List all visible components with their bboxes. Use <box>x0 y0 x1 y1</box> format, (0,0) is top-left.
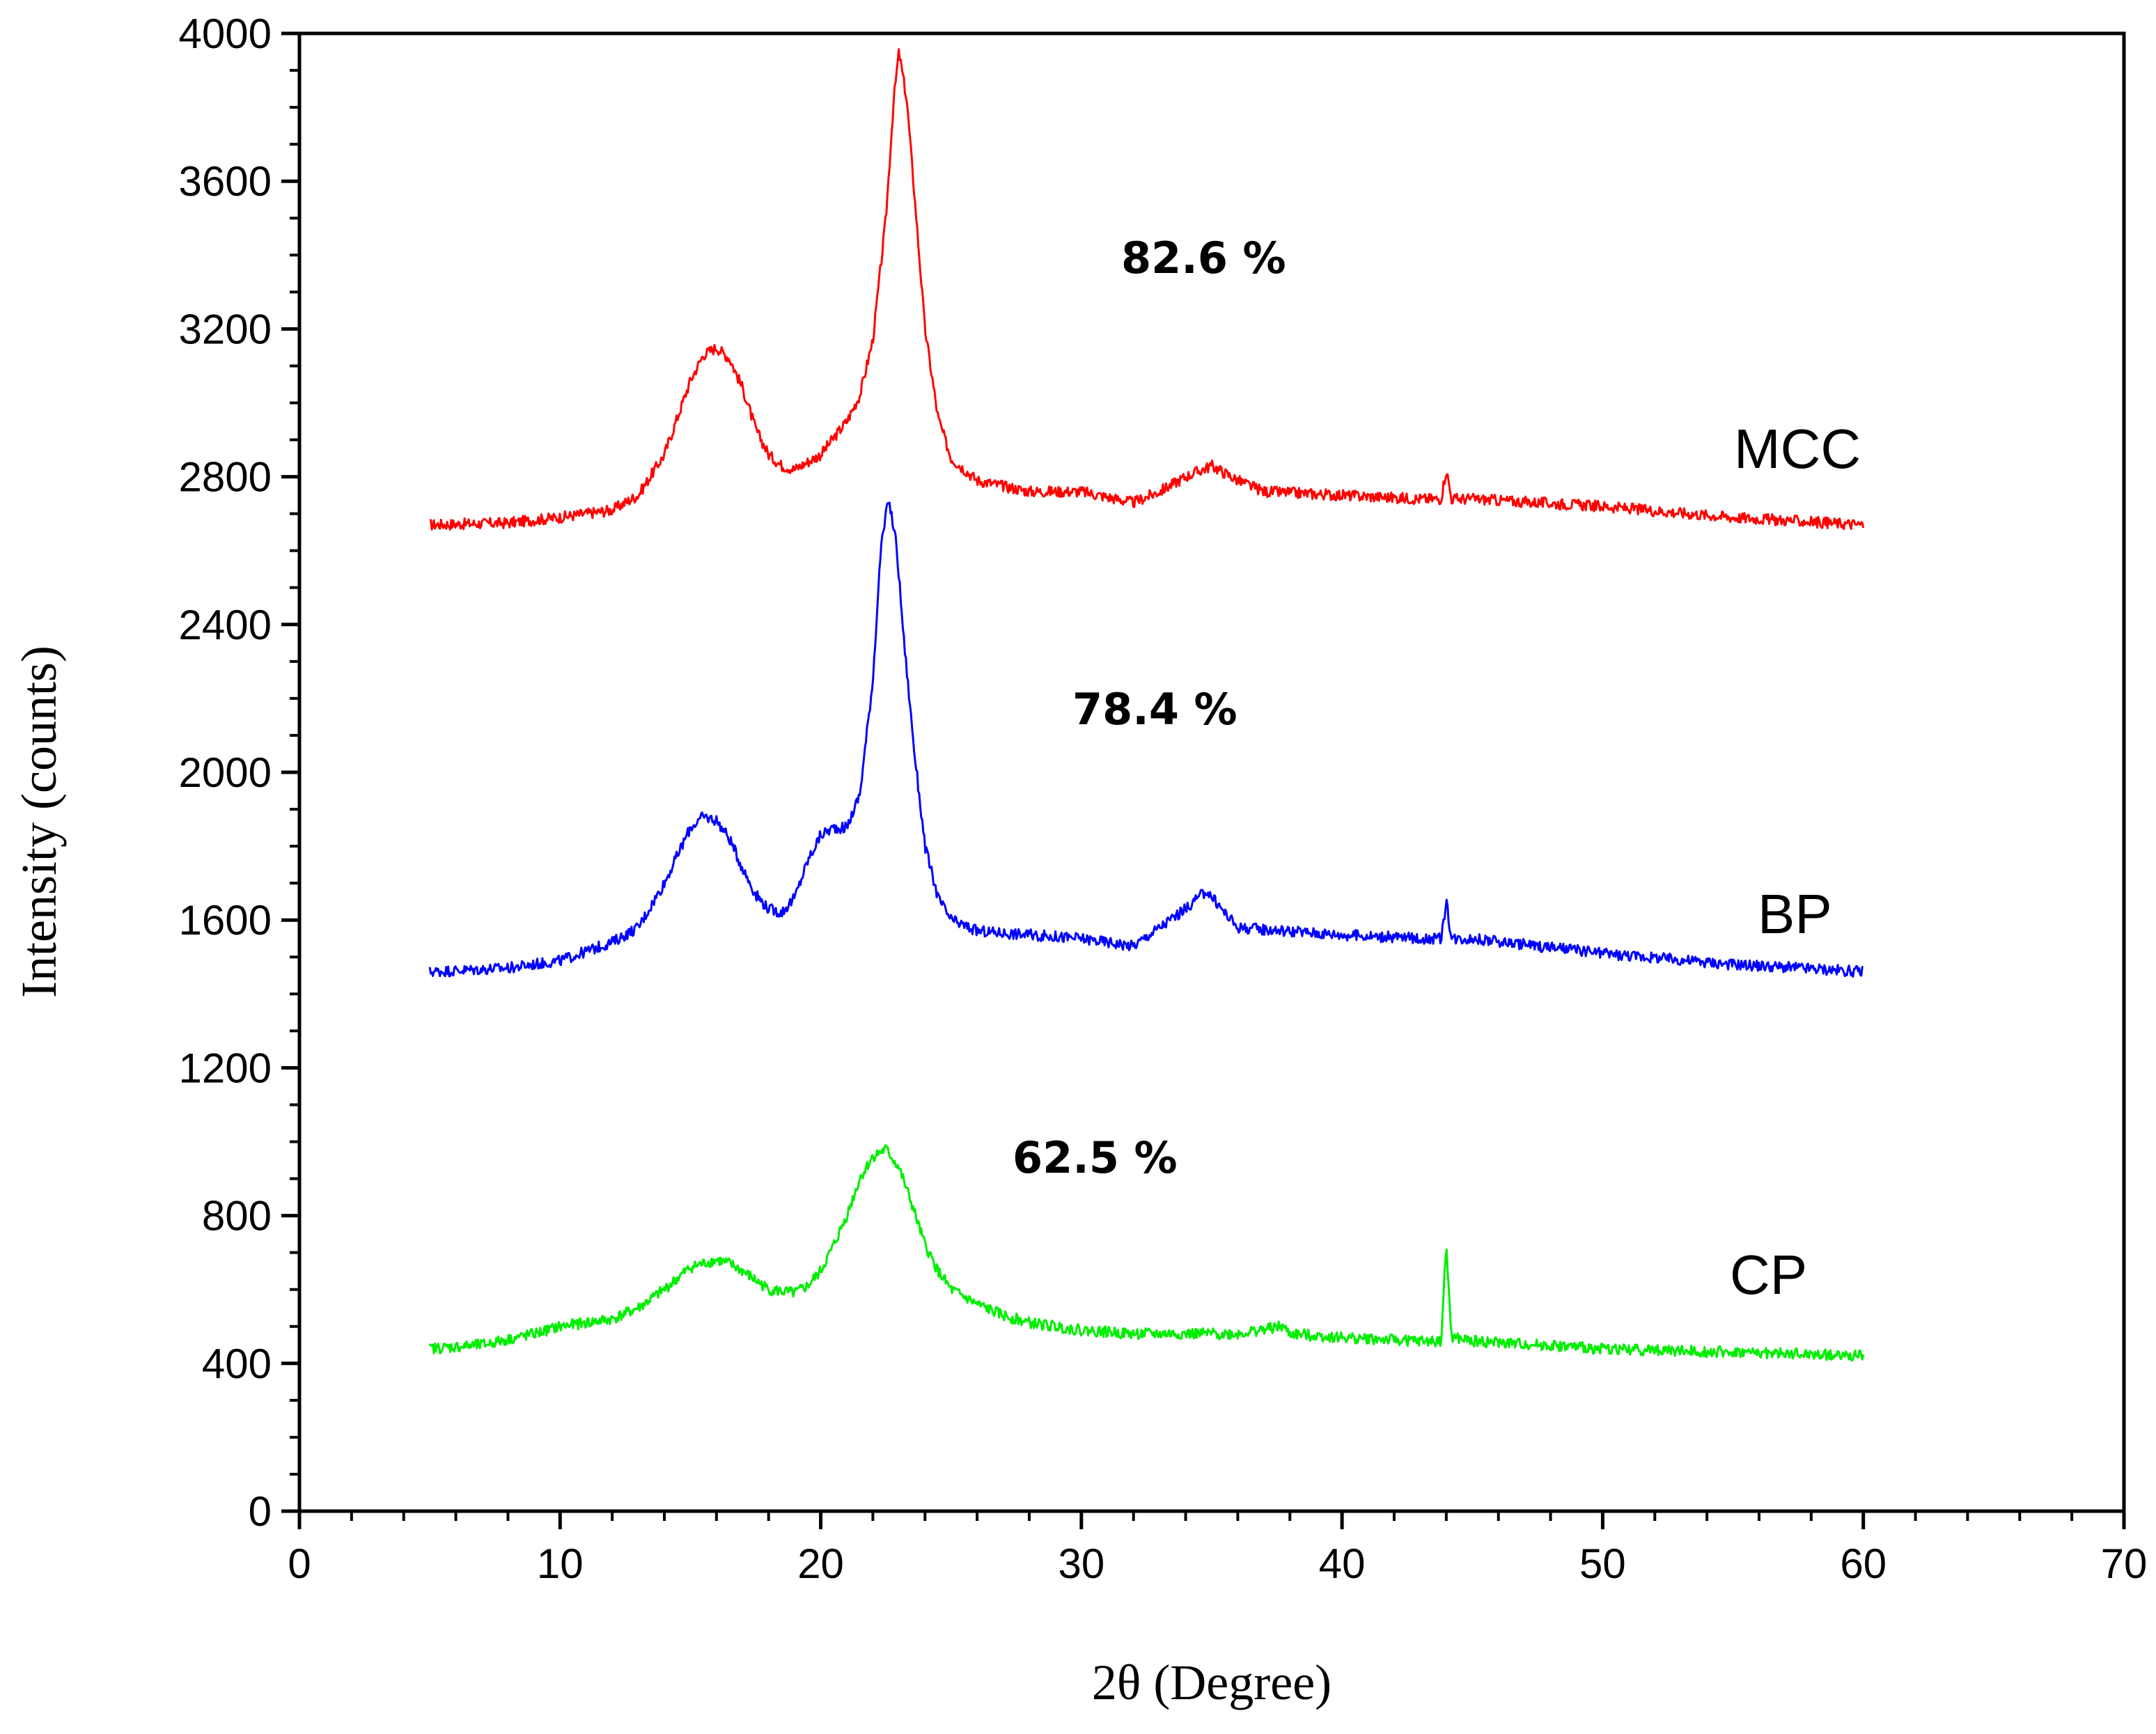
y-tick-label: 4000 <box>179 10 272 57</box>
crystallinity-label-bp: 78.4 % <box>1072 684 1237 735</box>
y-axis: 0 400 800 1200 1600 2000 2400 2800 3200 3600 4000 <box>179 10 299 1535</box>
series-label-mcc: MCC <box>1734 418 1861 480</box>
y-tick-label: 3200 <box>179 306 272 352</box>
x-tick-label: 40 <box>1319 1540 1366 1587</box>
x-tick-label: 30 <box>1058 1540 1104 1587</box>
y-tick-label: 3600 <box>179 158 272 205</box>
x-axis-title: 2θ (Degree) <box>1092 1655 1331 1710</box>
x-tick-label: 60 <box>1840 1540 1886 1587</box>
y-tick-label: 1600 <box>179 897 272 944</box>
series-line-mcc <box>429 48 1865 531</box>
series-lines <box>428 48 1865 1362</box>
y-tick-label: 2800 <box>179 454 272 501</box>
crystallinity-label-mcc: 82.6 % <box>1121 233 1286 283</box>
y-tick-label: 2000 <box>179 749 272 796</box>
x-axis: 0 10 20 30 40 50 60 70 <box>288 1511 2147 1587</box>
series-line-cp <box>428 1144 1865 1362</box>
y-tick-label: 400 <box>202 1341 272 1387</box>
crystallinity-label-cp: 62.5 % <box>1013 1132 1178 1183</box>
x-tick-label: 0 <box>288 1540 311 1587</box>
y-tick-label: 2400 <box>179 602 272 648</box>
y-tick-label: 0 <box>249 1488 272 1535</box>
x-tick-label: 20 <box>797 1540 844 1587</box>
series-line-bp <box>428 501 1864 978</box>
y-tick-label: 800 <box>202 1193 272 1240</box>
x-tick-label: 70 <box>2101 1540 2148 1587</box>
series-label-bp: BP <box>1758 883 1832 945</box>
y-axis-title: Intensity (counts) <box>11 646 67 998</box>
y-tick-label: 1200 <box>179 1045 272 1091</box>
x-tick-label: 50 <box>1579 1540 1626 1587</box>
series-label-cp: CP <box>1730 1244 1807 1306</box>
x-tick-label: 10 <box>537 1540 584 1587</box>
